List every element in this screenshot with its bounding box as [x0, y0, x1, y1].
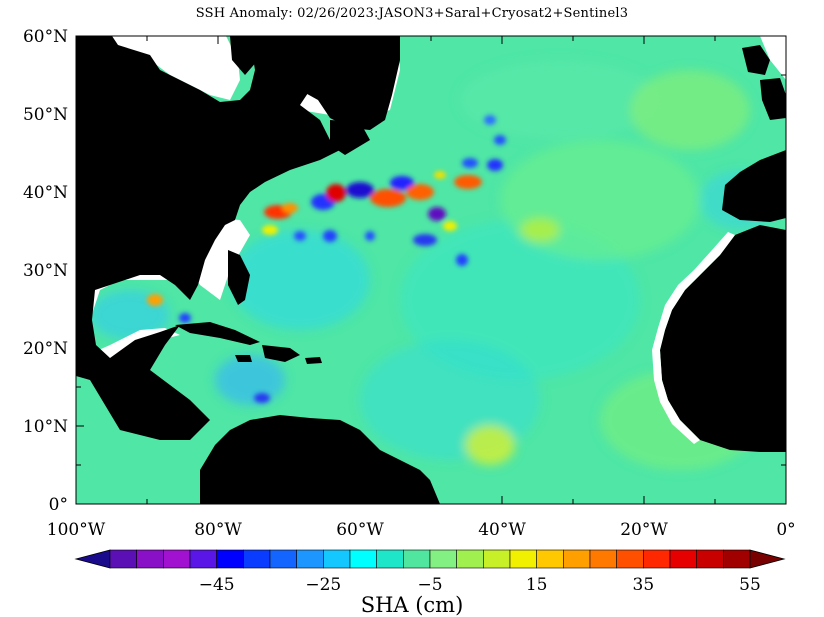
colorbar-swatch — [296, 549, 324, 569]
colorbar-swatch — [109, 549, 137, 569]
colorbar-high-cap — [749, 549, 786, 569]
colorbar-tick-label: −45 — [199, 575, 235, 595]
colorbar-swatch — [216, 549, 244, 569]
colorbar-swatch — [189, 549, 217, 569]
colorbar-swatch — [243, 549, 271, 569]
colorbar-tick-label: −25 — [305, 575, 341, 595]
colorbar-swatch — [589, 549, 617, 569]
colorbar-swatch — [136, 549, 164, 569]
lon-label: 100°W — [47, 520, 106, 540]
lat-label: 30°N — [23, 261, 68, 281]
map-axes: 60°N 50°N 40°N 30°N 20°N 10°N 0° 100°W 80°W 60°W 4… — [23, 27, 796, 540]
colorbar-tick-label: −5 — [417, 575, 442, 595]
colorbar-swatch — [483, 549, 511, 569]
colorbar-swatch — [616, 549, 644, 569]
lat-label: 20°N — [23, 339, 68, 359]
lon-label: 0° — [776, 520, 795, 540]
colorbar-swatch — [349, 549, 377, 569]
colorbar-swatch — [456, 549, 484, 569]
colorbar-swatch — [563, 549, 591, 569]
lat-label: 0° — [49, 495, 68, 515]
colorbar-swatch — [696, 549, 724, 569]
africa-nodata-margin — [652, 232, 735, 444]
colorbar-swatch — [723, 549, 751, 569]
land-masses — [76, 36, 786, 504]
colorbar-swatch — [536, 549, 564, 569]
lat-label: 10°N — [23, 417, 68, 437]
colorbar-swatch — [429, 549, 457, 569]
lat-label: 40°N — [23, 183, 68, 203]
colorbar-low-cap — [74, 549, 111, 569]
colorbar-swatch — [269, 549, 297, 569]
colorbar-tick-label: 55 — [739, 575, 761, 595]
lon-label: 60°W — [336, 520, 384, 540]
colorbar-swatch — [323, 549, 351, 569]
lon-label: 40°W — [478, 520, 526, 540]
colorbar-swatch — [376, 549, 404, 569]
colorbar-swatch — [509, 549, 537, 569]
colorbar: −45 −25 −5 15 35 55 — [74, 549, 786, 595]
colorbar-swatch — [669, 549, 697, 569]
lon-label: 80°W — [194, 520, 242, 540]
gulf-stream-eddies — [147, 115, 506, 403]
lon-label: 20°W — [620, 520, 668, 540]
colorbar-tick-label: 35 — [633, 575, 655, 595]
colorbar-tick-label: 15 — [526, 575, 548, 595]
colorbar-title: SHA (cm) — [360, 593, 464, 617]
colorbar-swatch — [163, 549, 191, 569]
map-title: SSH Anomaly: 02/26/2023:JASON3+Saral+Cry… — [195, 6, 629, 21]
colorbar-swatch — [643, 549, 671, 569]
colorbar-swatch — [403, 549, 431, 569]
lat-label: 50°N — [23, 105, 68, 125]
lat-label: 60°N — [23, 27, 68, 47]
